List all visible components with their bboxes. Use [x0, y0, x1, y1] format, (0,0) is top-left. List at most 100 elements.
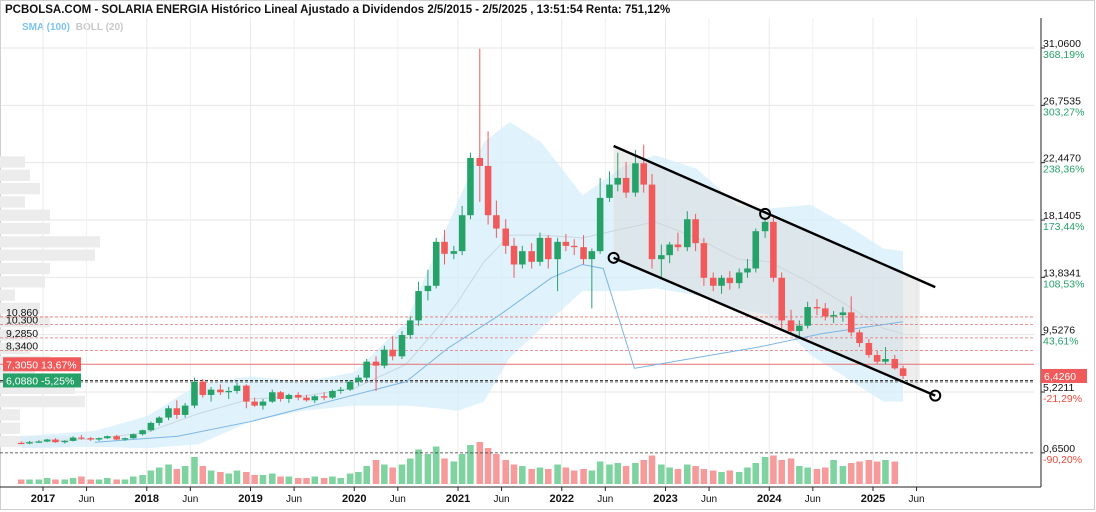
volume-bar: [735, 472, 743, 484]
volume-bar: [389, 467, 396, 484]
candle-body: [337, 389, 345, 391]
volume-bar: [614, 463, 622, 484]
candle-body: [658, 255, 665, 260]
volume-bar: [744, 467, 751, 484]
channel-marker: [607, 251, 620, 264]
candle-body: [882, 358, 889, 362]
volume-bar: [882, 460, 889, 484]
candle-body: [899, 368, 907, 376]
candle-body: [770, 221, 777, 278]
volume-bar: [269, 473, 276, 484]
volume-bar: [95, 479, 103, 484]
volume-profile-bar: [0, 196, 25, 208]
candle-body: [622, 177, 630, 193]
time-tick-label: Jun: [597, 494, 613, 505]
candle-body: [372, 361, 380, 366]
candle-body: [666, 244, 673, 256]
volume-bar: [113, 479, 120, 484]
left-level-label: 8,3400: [6, 340, 38, 352]
legend-sma[interactable]: SMA (100): [22, 22, 70, 33]
sma-line: [94, 263, 904, 443]
candle-body: [648, 184, 656, 260]
volume-bar: [329, 476, 336, 484]
candle-body: [562, 241, 570, 246]
time-tick-label: Jun: [79, 494, 95, 505]
volume-bar: [658, 464, 665, 484]
volume-bar: [303, 478, 310, 484]
candle-body: [95, 438, 103, 440]
volume-bar: [588, 470, 596, 484]
volume-bar: [648, 455, 656, 484]
volume-bar: [311, 476, 319, 484]
chart-title: PCBOLSA.COM - SOLARIA ENERGIA Histórico …: [5, 4, 671, 16]
channel-line: [613, 144, 936, 289]
candle-body: [121, 438, 129, 440]
candle-body: [544, 237, 552, 260]
candle-body: [398, 335, 406, 357]
volume-bar: [355, 472, 362, 484]
channel-marker: [929, 389, 942, 402]
axis-price-label: 13,8341: [1043, 267, 1081, 279]
volume-bar: [752, 463, 760, 484]
volume-bar: [528, 469, 535, 484]
marked-level-label: 6,0880 -5,25%: [6, 375, 74, 387]
candle-body: [129, 434, 137, 439]
volume-bar: [467, 445, 474, 484]
axis-pct-label: 238,36%: [1043, 164, 1084, 176]
volume-profile-bar: [0, 236, 100, 248]
axis-pct-label: -90,20%: [1043, 454, 1082, 466]
volume-bar: [873, 461, 881, 484]
candle-body: [363, 361, 370, 378]
volume-bar: [147, 470, 155, 484]
volume-bar: [35, 479, 43, 484]
volume-bar: [26, 479, 33, 484]
candle-body: [269, 392, 276, 402]
volume-bar: [424, 454, 432, 484]
candle-body: [155, 417, 163, 423]
time-tick-label: Jun: [390, 494, 406, 505]
volume-bar: [536, 467, 544, 484]
volume-bar: [294, 478, 302, 484]
volume-bar: [104, 478, 111, 484]
candle-body: [476, 157, 484, 166]
bollinger-middle: [21, 221, 904, 443]
candle-body: [165, 408, 172, 418]
candle-body: [233, 385, 241, 391]
candle-body: [26, 442, 33, 444]
volume-profile-bar: [0, 156, 25, 168]
axis-price-label: 18,1405: [1043, 210, 1081, 222]
volume-bar: [181, 466, 189, 484]
candle-body: [718, 277, 725, 286]
volume-bar: [285, 476, 293, 484]
volume-bar: [596, 461, 604, 484]
volume-bar: [441, 458, 448, 484]
volume-bar: [233, 470, 241, 484]
candle-body: [674, 244, 682, 248]
candle-body: [406, 320, 414, 336]
volume-bar: [632, 463, 639, 484]
volume-bar: [830, 460, 837, 484]
candle-body: [813, 307, 821, 309]
candle-body: [191, 381, 198, 406]
candle-body: [139, 430, 146, 435]
candle-body: [52, 439, 59, 443]
candle-body: [173, 408, 181, 415]
volume-bar: [674, 469, 682, 484]
volume-profile-bar: [0, 276, 45, 288]
axis-price-label: 0,6500: [1043, 443, 1075, 455]
volume-bar: [43, 478, 51, 484]
volume-profile-bar: [0, 249, 95, 261]
candle-body: [311, 396, 319, 401]
candle-body: [580, 247, 587, 260]
legend-boll[interactable]: BOLL (20): [75, 22, 124, 33]
volume-bar: [191, 457, 198, 484]
volume-bar: [847, 463, 855, 484]
volume-bar: [87, 479, 95, 484]
time-tick-label: 2021: [446, 493, 470, 505]
candle-body: [355, 377, 362, 382]
volume-profile: [0, 156, 100, 448]
volume-profile-bar: [0, 222, 50, 235]
volume-bar: [207, 470, 215, 484]
